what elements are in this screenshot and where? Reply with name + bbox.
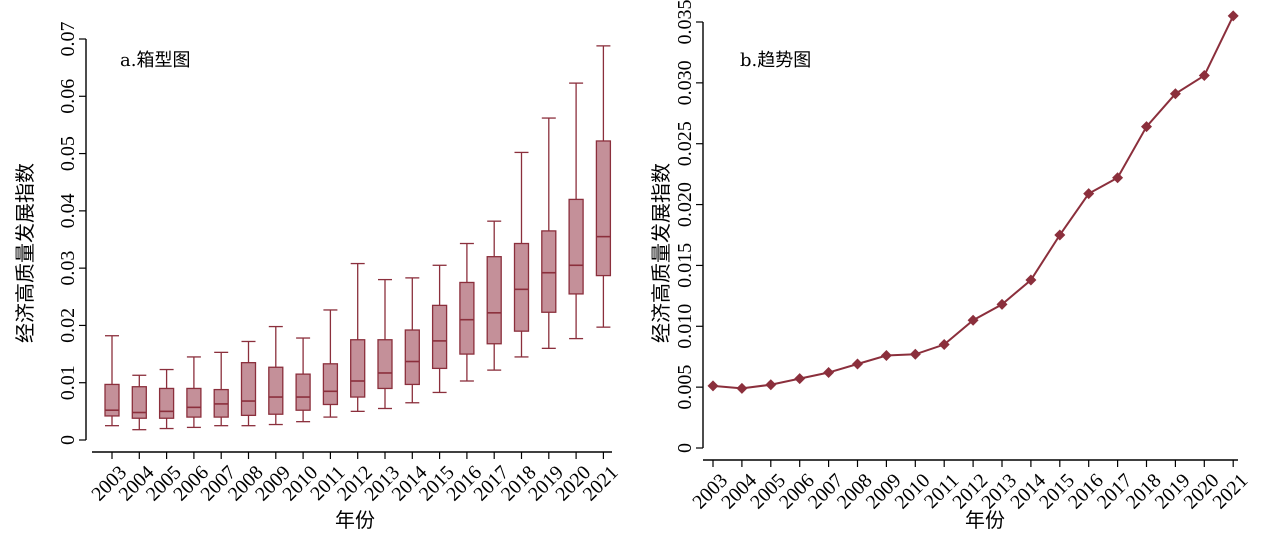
line-point-2015	[1054, 229, 1066, 241]
line-point-2003	[707, 380, 719, 392]
line-point-2006	[794, 373, 806, 385]
box-iqr	[131, 386, 147, 419]
box-iqr	[486, 256, 502, 345]
box-2006	[186, 356, 202, 429]
line-chart-y-tick-label: 0	[674, 443, 696, 453]
box-plot-y-tick-label: 0.06	[57, 79, 79, 114]
line-point-2014	[1025, 274, 1037, 286]
line-chart-y-tick-label: 0.005	[674, 365, 696, 410]
line-point-2013	[996, 298, 1008, 310]
line-chart-y-tick-label: 0.020	[674, 182, 696, 227]
box-iqr	[595, 140, 612, 277]
box-2008	[240, 340, 257, 427]
box-2017	[486, 220, 502, 371]
box-2020	[568, 82, 584, 340]
line-point-2019	[1169, 88, 1181, 100]
box-iqr	[322, 363, 339, 406]
line-point-2017	[1112, 172, 1124, 184]
box-2010	[295, 337, 311, 423]
line-chart-x-tick-label: 2021	[1209, 470, 1253, 514]
box-2018	[513, 151, 530, 358]
box-iqr	[459, 281, 475, 355]
box-plot-y-axis-label: 经济高质量发展指数	[13, 163, 37, 343]
box-iqr	[268, 366, 284, 415]
line-chart-title: b.趋势图	[740, 50, 811, 71]
box-2004	[131, 374, 147, 431]
box-iqr	[404, 329, 420, 386]
line-point-2016	[1083, 188, 1095, 200]
box-iqr	[295, 373, 311, 411]
box-2012	[350, 262, 366, 413]
box-plot-y-tick-label: 0.03	[57, 251, 79, 286]
box-iqr	[513, 242, 530, 332]
line-point-2004	[736, 382, 748, 394]
box-plot-y-tick-label: 0	[57, 435, 79, 445]
box-iqr	[377, 339, 393, 390]
box-2019	[541, 117, 557, 349]
box-2015	[431, 264, 448, 394]
line-point-2018	[1141, 121, 1152, 133]
box-iqr	[350, 339, 366, 398]
box-iqr	[240, 362, 257, 417]
line-chart-y-tick-label: 0.015	[674, 243, 696, 288]
line-point-2009	[880, 349, 892, 361]
line-point-2012	[967, 314, 979, 326]
box-plot-y-tick-label: 0.04	[57, 193, 79, 228]
line-point-2011	[938, 339, 950, 351]
line-chart-y-tick-label: 0.030	[674, 60, 696, 105]
box-2009	[268, 325, 284, 426]
box-2007	[213, 351, 229, 427]
line-chart-y-tick-label: 0.025	[674, 121, 696, 166]
box-2016	[459, 242, 475, 382]
line-point-2005	[765, 379, 777, 391]
box-2003	[104, 335, 120, 427]
box-2005	[158, 368, 175, 430]
line-chart-x-axis-label: 年份	[965, 508, 1005, 532]
box-plot-y-tick-label: 0.07	[57, 22, 79, 57]
box-plot-y-tick-label: 0.02	[57, 308, 79, 343]
line-chart-y-axis-label: 经济高质量发展指数	[649, 163, 673, 343]
line-point-2020	[1198, 70, 1210, 82]
box-2011	[322, 309, 339, 418]
box-plot-y-tick-label: 0.01	[57, 365, 79, 400]
box-iqr	[431, 304, 448, 370]
box-iqr	[541, 230, 557, 313]
box-iqr	[104, 383, 120, 417]
line-point-2010	[909, 348, 921, 360]
box-2021	[595, 45, 612, 328]
box-iqr	[568, 198, 584, 295]
box-2014	[404, 277, 420, 404]
box-plot-y-tick-label: 0.05	[57, 136, 79, 171]
box-iqr	[186, 387, 202, 418]
line-chart-y-tick-label: 0.010	[674, 304, 696, 349]
box-plot-title: a.箱型图	[120, 50, 190, 71]
line-chart-y-tick-label: 0.035	[674, 0, 696, 45]
line-series	[712, 15, 1235, 390]
box-plot-x-axis-label: 年份	[335, 508, 375, 532]
line-point-2008	[852, 358, 863, 370]
box-2013	[377, 278, 393, 410]
line-point-2021	[1227, 10, 1239, 22]
line-point-2007	[823, 367, 835, 379]
